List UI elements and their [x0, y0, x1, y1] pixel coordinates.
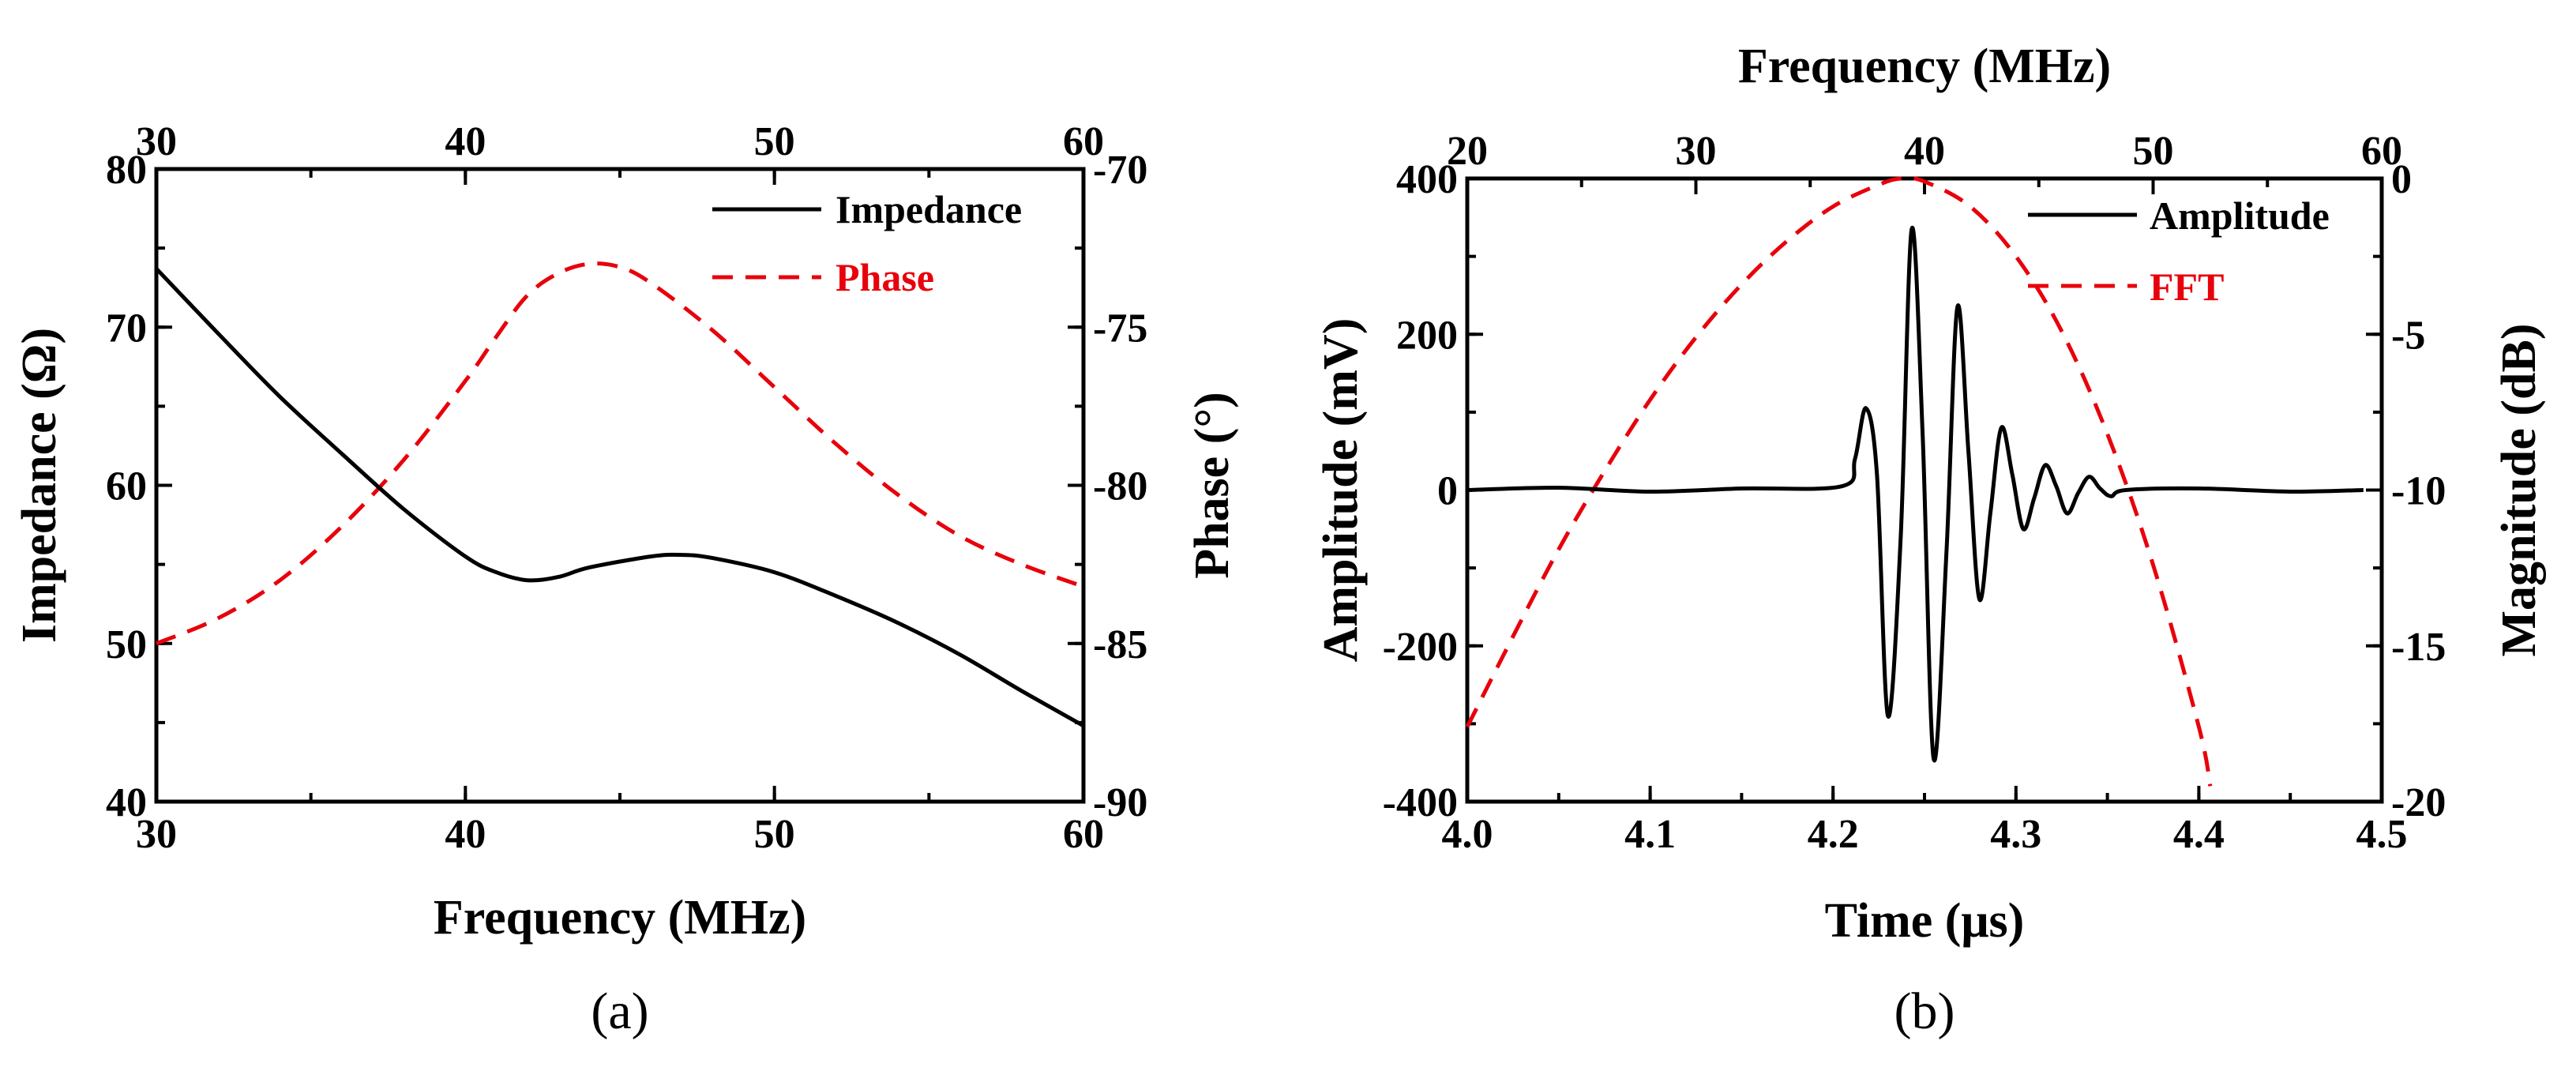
b-x2-axis-tick-label: 60	[2361, 129, 2402, 174]
b-x-axis-tick-label: 4.3	[1990, 812, 2041, 857]
b-y2-axis-tick-label: 0	[2391, 157, 2412, 202]
a-y2-axis-tick-label: -85	[1093, 622, 1147, 667]
panel-a-y-axis-title: Impedance (Ω)	[13, 328, 66, 643]
panel-a-y2-axis-title: Phase (°)	[1185, 392, 1239, 579]
panel-a-label: (a)	[591, 982, 648, 1040]
panel-b-x-axis-title: Time (μs)	[1825, 894, 2025, 948]
b-x-axis-tick-label: 4.5	[2356, 812, 2408, 857]
a-y2-axis-tick-label: -80	[1093, 464, 1147, 509]
a-y-axis-tick-label: 60	[106, 464, 147, 509]
a-x-axis-tick-label: 50	[754, 812, 795, 857]
a-y2-axis-tick-label: -70	[1093, 148, 1147, 193]
a-x-axis-tick-label: 40	[445, 812, 486, 857]
panel-b-x2-axis-title: Frequency (MHz)	[1738, 39, 2111, 93]
b-y-axis-tick-label: 200	[1396, 313, 1458, 358]
panel-a-x-axis-title: Frequency (MHz)	[434, 891, 806, 945]
b-x2-axis-tick-label: 20	[1447, 129, 1488, 174]
panel-b-chart: 4.0 4.1 4.2 4.3 4.4 4.520 30 40 50 60-400-2000200…	[1314, 39, 2546, 1040]
b-x2-axis-tick-label: 30	[1676, 129, 1717, 174]
impedance-series-line	[155, 267, 1085, 728]
legend-label-amplitude: Amplitude	[2150, 193, 2330, 238]
legend-label-phase: Phase	[836, 255, 934, 299]
b-x-axis-tick-label: 4.0	[1442, 812, 1493, 857]
a-y2-axis-tick-label: -90	[1093, 780, 1147, 825]
b-y2-axis-tick-label: -20	[2391, 780, 2446, 825]
a-x2-axis-tick-label: 60	[1063, 119, 1104, 164]
a-y-axis-tick-label: 80	[106, 148, 147, 193]
panel-b-legend: Amplitude FFT	[2028, 193, 2330, 309]
amplitude-series-line	[1466, 225, 2364, 763]
b-y2-axis-tick-label: -10	[2391, 469, 2446, 514]
b-y-axis-tick-label: 0	[1437, 469, 1458, 514]
a-y-axis-tick-label: 70	[106, 306, 147, 351]
a-x2-axis-tick-label: 30	[136, 119, 177, 164]
b-y2-axis-tick-label: -5	[2391, 313, 2425, 358]
panel-a-series	[155, 261, 1085, 728]
b-x-axis-tick-label: 4.4	[2173, 812, 2225, 857]
panel-b-series	[1465, 175, 2364, 787]
phase-series-line	[156, 261, 1084, 646]
a-y2-axis-tick-label: -75	[1093, 306, 1147, 351]
b-x-axis-tick-label: 4.1	[1624, 812, 1676, 857]
b-x-axis-tick-label: 4.2	[1808, 812, 1859, 857]
b-y2-axis-tick-label: -15	[2391, 625, 2446, 670]
fft-series-line	[1465, 175, 2213, 787]
panel-b-ticks: 4.0 4.1 4.2 4.3 4.4 4.520 30 40 50 60-400-2000200…	[1383, 129, 2446, 857]
panel-b-label: (b)	[1894, 982, 1955, 1040]
panel-b-y-axis-title: Amplitude (mV)	[1314, 318, 1368, 663]
b-y-axis-tick-label: -200	[1383, 625, 1458, 670]
legend-label-fft: FFT	[2150, 265, 2224, 309]
panel-a-plot-frame	[154, 167, 1086, 804]
b-x2-axis-tick-label: 50	[2133, 129, 2174, 174]
panel-b-y2-axis-title: Magnitude (dB)	[2492, 324, 2546, 657]
a-x-axis-tick-label: 60	[1063, 812, 1104, 857]
panel-a-legend: Impedance Phase	[712, 187, 1022, 299]
b-y-axis-tick-label: -400	[1383, 780, 1458, 825]
a-x2-axis-tick-label: 40	[445, 119, 486, 164]
b-y-axis-tick-label: 400	[1396, 157, 1458, 202]
a-y-axis-tick-label: 40	[106, 780, 147, 825]
legend-label-impedance: Impedance	[836, 187, 1022, 231]
a-x-axis-tick-label: 30	[136, 812, 177, 857]
a-y-axis-tick-label: 50	[106, 622, 147, 667]
b-x2-axis-tick-label: 40	[1904, 129, 1945, 174]
a-x2-axis-tick-label: 50	[754, 119, 795, 164]
